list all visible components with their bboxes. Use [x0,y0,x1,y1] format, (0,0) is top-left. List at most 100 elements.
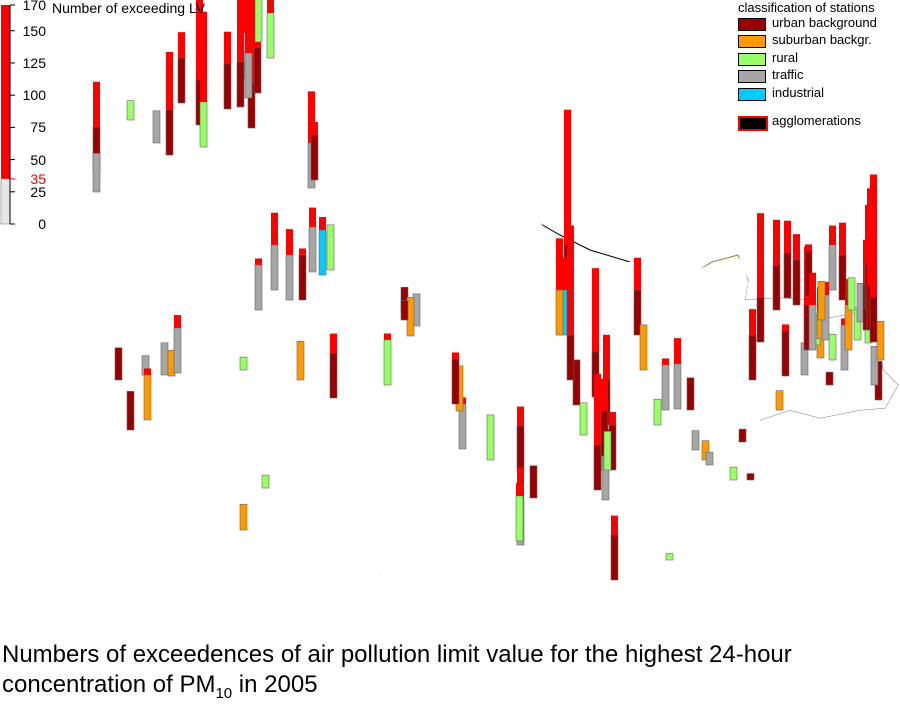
station-bar-exceed [311,122,318,135]
scale-exceed-segment [1,5,10,179]
station-bar [653,398,662,426]
station-bar [572,359,581,406]
station-bar-base [572,359,581,406]
station-bar-base [451,358,460,405]
station-bar-exceed [603,334,610,380]
station-bar-base [126,100,135,121]
station-bar [661,358,670,411]
station-bar-base [738,428,747,443]
station-bar-base [869,296,878,343]
station-bar-exceed [286,229,293,255]
station-bar [516,406,525,472]
station-bar [486,414,495,461]
station-bar-exceed [384,333,391,340]
station-bar-exceed [841,318,848,325]
station-bar [318,217,327,276]
station-bar-base [308,226,317,273]
station-bar-exceed [592,268,599,352]
station-bar-base [199,101,208,148]
station-bar-exceed [822,282,829,295]
station-bar-base [847,277,856,311]
station-bar [673,338,682,410]
station-bar-exceed [517,406,524,426]
station-bar-base [92,153,101,193]
station-bar-exceed [309,207,316,227]
station-bar-base [555,289,564,336]
legend-label: urban background [772,15,877,30]
station-bar [310,122,319,181]
station-bar-exceed [200,11,207,102]
station-bar-exceed [174,315,181,328]
scale-tick-label: 75 [30,119,46,136]
station-bar [817,281,826,321]
station-bar [665,553,674,561]
station-bar-base [239,503,248,531]
station-bar-exceed [237,0,244,62]
caption-subscript: 10 [215,684,233,702]
station-bar-exceed [556,238,563,290]
legend-label: industrial [772,85,825,100]
station-bar-exceed [601,378,608,411]
station-bar [173,315,182,374]
station-bar-base [746,473,755,481]
station-bar-base [165,109,174,156]
station-bar-exceed [609,412,616,425]
station-bar-base [844,304,853,351]
station-bar [126,100,135,121]
station-bar [639,324,648,371]
station-bar-base [177,57,186,104]
legend-label: agglomerations [772,113,861,128]
station-bar-base [665,553,674,561]
station-bar-exceed [839,222,846,255]
station-bar-exceed [560,257,567,290]
station-bar-base [114,347,123,381]
station-bar-exceed [793,234,800,260]
station-bar [451,352,460,405]
station-bar [114,347,123,381]
station-bar [165,51,174,156]
legend-label: suburban backgr. [772,32,872,47]
station-bar-base [160,342,169,376]
station-bar-base [748,334,757,381]
scale-tick-label: 170 [22,0,46,13]
caption-prefix: concentration of PM [2,671,216,698]
station-bar-base [653,398,662,426]
station-bar [160,342,169,376]
station-bar-base [253,47,262,94]
station-bar-base [701,440,710,461]
station-bar-exceed [809,272,816,305]
station-bar-base [633,289,642,336]
station-bar-base [876,321,885,361]
legend-label: traffic [772,67,804,82]
station-bar-base [529,465,538,499]
station-bar-base [152,110,161,144]
station-bar [838,222,847,301]
station-bar-base [825,371,834,386]
station-bar [593,374,602,491]
legend-swatch-agglomerations [738,116,768,131]
station-bar-exceed [784,220,791,253]
station-bar-base [310,134,319,181]
station-bar-exceed [178,32,185,58]
legend-label: rural [772,50,799,65]
station-bar-base [329,352,338,399]
station-bar [686,377,695,411]
station-bar [383,333,392,386]
station-bar [329,333,338,399]
station-bar [126,391,135,431]
station-bar [199,11,208,148]
station-bar-base [486,414,495,461]
station-bar [701,440,710,461]
station-bar-base [593,444,602,491]
pm10-exceedance-map [0,0,899,611]
station-bar-exceed [166,51,173,110]
station-bar-base [838,254,847,301]
station-bar-base [792,259,801,306]
station-bar-base [610,534,619,581]
caption-suffix: in 2005 [232,671,318,698]
station-bar-exceed [829,225,836,245]
station-bar-exceed [805,244,812,251]
caption-line-1: Numbers of exceedences of air pollution … [2,641,792,668]
station-bar-base [285,254,294,301]
station-bar-base [783,252,792,299]
